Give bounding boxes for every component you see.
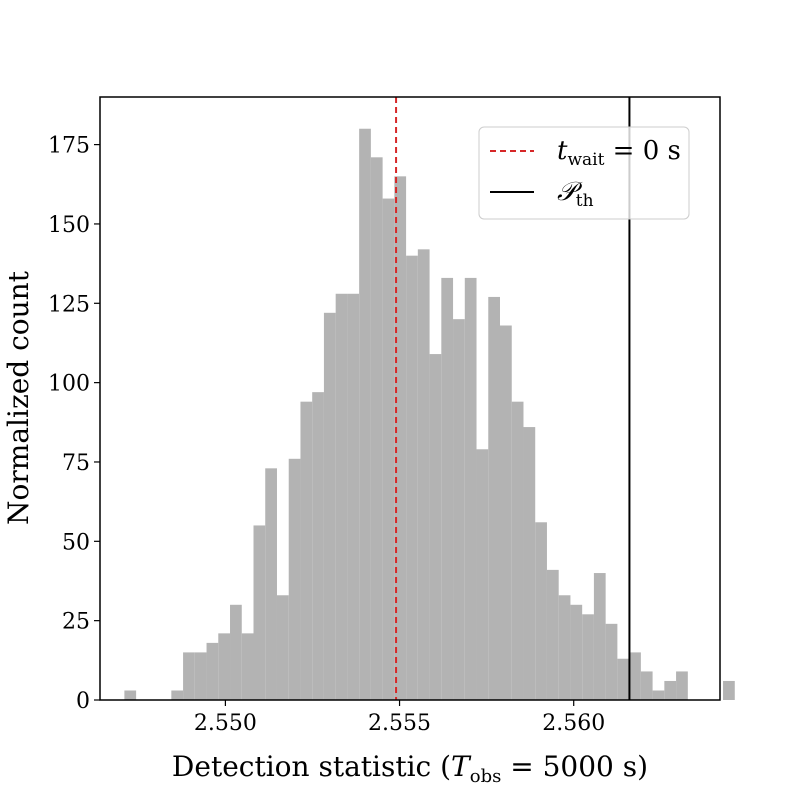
legend-label-twait: twait = 0 s: [557, 136, 681, 170]
histogram-bar: [558, 595, 571, 700]
histogram-bar: [359, 128, 371, 701]
histogram-bar: [276, 595, 289, 700]
histogram-bar: [183, 652, 195, 700]
histogram-bar: [617, 658, 630, 700]
y-tick-label: 25: [62, 610, 90, 635]
histogram-bar: [605, 623, 618, 700]
histogram-bar: [488, 296, 501, 700]
histogram-bar: [464, 277, 477, 700]
plot-frame: [99, 96, 721, 701]
histogram-bar: [230, 604, 242, 700]
histogram-bar: [652, 690, 665, 700]
histogram-bar: [312, 392, 324, 700]
histogram-bar: [347, 293, 360, 700]
histogram-bar: [288, 458, 301, 700]
histogram-bar: [640, 671, 653, 700]
histogram-bar: [394, 176, 407, 700]
histogram-bar: [570, 604, 583, 700]
histogram-bar: [124, 690, 137, 700]
histogram-bar: [664, 680, 677, 700]
histogram-bar: [406, 255, 418, 700]
y-axis-label: Normalized count: [2, 270, 35, 525]
y-tick-label: 50: [62, 530, 90, 555]
histogram-bar: [593, 573, 606, 700]
histogram-bar: [218, 633, 231, 700]
legend: twait = 0 s 𝒫th: [478, 126, 690, 220]
histogram-bar: [676, 671, 688, 700]
histogram-bar: [253, 525, 266, 700]
y-tick-label: 150: [48, 213, 90, 238]
histogram-bar: [206, 642, 219, 700]
histogram-bar: [546, 569, 559, 700]
histogram-bar: [500, 325, 512, 700]
histogram-bar: [453, 319, 465, 700]
y-tick-label: 100: [48, 372, 90, 397]
histogram-bar: [417, 249, 430, 700]
histogram-bar: [476, 449, 489, 700]
histogram-bar: [535, 522, 547, 700]
histogram-bar: [723, 680, 735, 700]
histogram-bar: [429, 354, 442, 700]
histogram-bar: [265, 468, 277, 700]
y-tick-label: 125: [48, 292, 90, 317]
histogram-bar: [300, 401, 313, 700]
histogram-bar: [629, 652, 641, 700]
x-axis-ticks: 2.550 2.555 2.560: [194, 700, 605, 736]
x-tick-label: 2.560: [542, 711, 605, 736]
x-tick-label: 2.550: [194, 711, 257, 736]
histogram-bar: [511, 401, 524, 700]
histogram-bar: [441, 277, 454, 700]
histogram-bar: [335, 293, 348, 700]
y-tick-label: 175: [48, 134, 90, 159]
x-tick-label: 2.555: [368, 711, 431, 736]
x-axis-label: Detection statistic (Tobs = 5000 s): [172, 750, 648, 787]
histogram-bar: [523, 427, 536, 700]
histogram-bar: [382, 198, 395, 700]
histogram-bar: [241, 633, 254, 700]
histogram-bar: [323, 312, 336, 700]
histogram-bars: [124, 128, 735, 701]
histogram-bar: [370, 157, 383, 701]
histogram-bar: [582, 614, 594, 700]
histogram-bar: [171, 690, 184, 700]
y-tick-label: 0: [76, 689, 90, 714]
histogram-bar: [194, 652, 207, 700]
y-tick-label: 75: [62, 451, 90, 476]
y-axis-ticks: 0 25 50 75 100 125 150 175: [48, 134, 100, 714]
